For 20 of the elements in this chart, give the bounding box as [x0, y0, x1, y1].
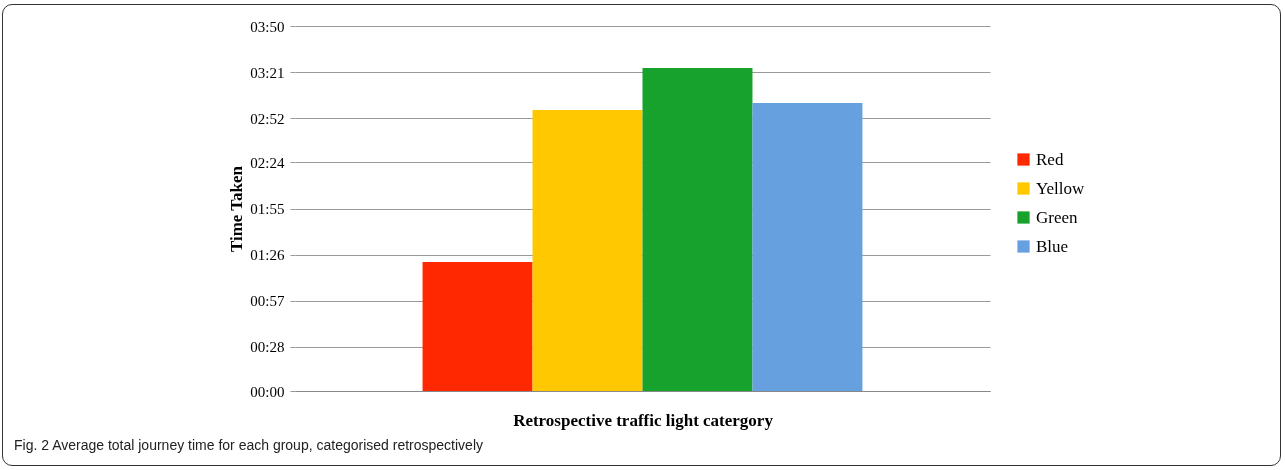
y-tick-label: 02:24: [250, 154, 285, 171]
legend-label: Blue: [1036, 236, 1069, 256]
y-tick-label: 00:00: [250, 383, 285, 400]
bar: [642, 68, 753, 391]
bar: [752, 102, 863, 391]
y-tick-label: 00:57: [250, 293, 285, 310]
bar: [422, 261, 533, 391]
legend-label: Red: [1036, 149, 1064, 169]
legend-label: Yellow: [1036, 178, 1086, 198]
y-tick-label: 01:55: [250, 201, 285, 217]
caption: Fig. 2 Average total journey time for each group, categorised retrospectively: [14, 437, 483, 453]
legend-label: Green: [1036, 207, 1079, 227]
y-axis-title: Time Taken: [227, 165, 247, 253]
y-tick-label: 03:21: [250, 64, 285, 81]
x-axis-title: Retrospective traffic light catergory: [513, 410, 774, 430]
y-tick-label: 03:50: [250, 18, 285, 35]
bar: [532, 110, 643, 391]
y-tick-label: 01:26: [250, 247, 285, 264]
y-tick-label: 00:28: [250, 339, 285, 356]
y-tick-label: 02:52: [250, 110, 285, 127]
